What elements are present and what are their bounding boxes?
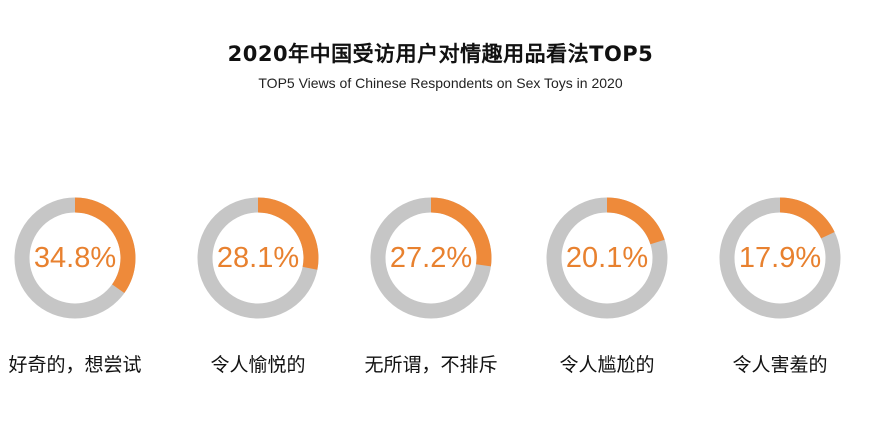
category-label: 令人愉悦的 (210, 354, 306, 376)
donut-chart: 17.9% (715, 193, 845, 323)
data-label: 20.1% (565, 242, 649, 274)
donut-svg (197, 197, 319, 319)
donut-svg (370, 197, 492, 319)
donut-svg (14, 197, 136, 319)
category-label: 令人害羞的 (732, 354, 828, 376)
donut-slice (546, 197, 668, 319)
donut-slice (719, 197, 841, 319)
donut-slice (14, 197, 136, 319)
donut-slice (197, 197, 319, 319)
category-label: 好奇的，想尝试 (8, 354, 142, 376)
chart-subtitle: TOP5 Views of Chinese Respondents on Sex… (258, 75, 623, 91)
donut-chart: 28.1% (193, 193, 323, 323)
category-label: 令人尴尬的 (559, 354, 655, 376)
data-label: 28.1% (216, 242, 300, 274)
donut-chart: 27.2% (366, 193, 496, 323)
donut-chart: 34.8% (10, 193, 140, 323)
donut-svg (719, 197, 841, 319)
data-label: 27.2% (389, 242, 473, 274)
category-label: 无所谓，不排斥 (364, 354, 498, 376)
data-label: 17.9% (738, 242, 822, 274)
chart-title: 2020年中国受访用户对情趣用品看法TOP5 (227, 42, 654, 66)
data-label: 34.8% (33, 242, 117, 274)
donut-svg (546, 197, 668, 319)
donut-slice (370, 197, 492, 319)
donut-chart: 20.1% (542, 193, 672, 323)
